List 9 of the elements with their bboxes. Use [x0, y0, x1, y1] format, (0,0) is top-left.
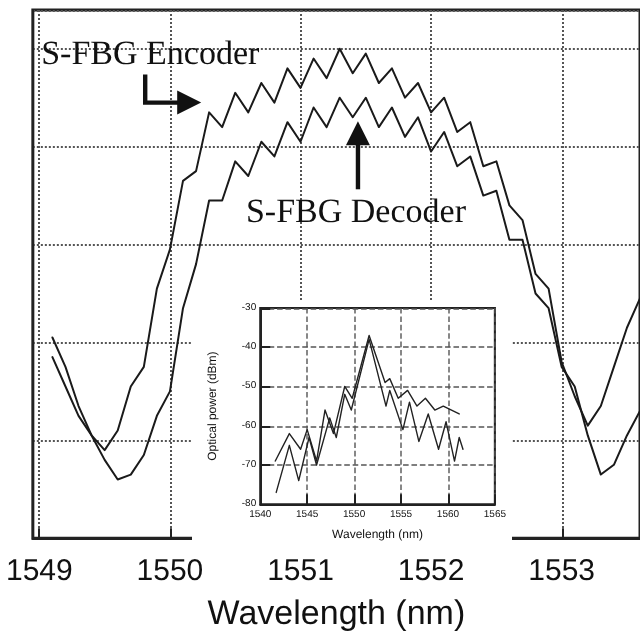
- x-tick-label: 1551: [267, 554, 334, 589]
- line-series: [275, 338, 464, 494]
- x-axis-title: Wavelength (nm): [207, 594, 466, 632]
- x-tick-label: 1553: [528, 554, 596, 589]
- x-tick-label: 1552: [397, 554, 465, 589]
- x-tick-label: 1549: [5, 554, 73, 589]
- x-tick-label: 1550: [136, 554, 204, 589]
- annotation: S-FBG Encoder: [41, 34, 260, 73]
- annotation: S-FBG Decoder: [245, 191, 466, 230]
